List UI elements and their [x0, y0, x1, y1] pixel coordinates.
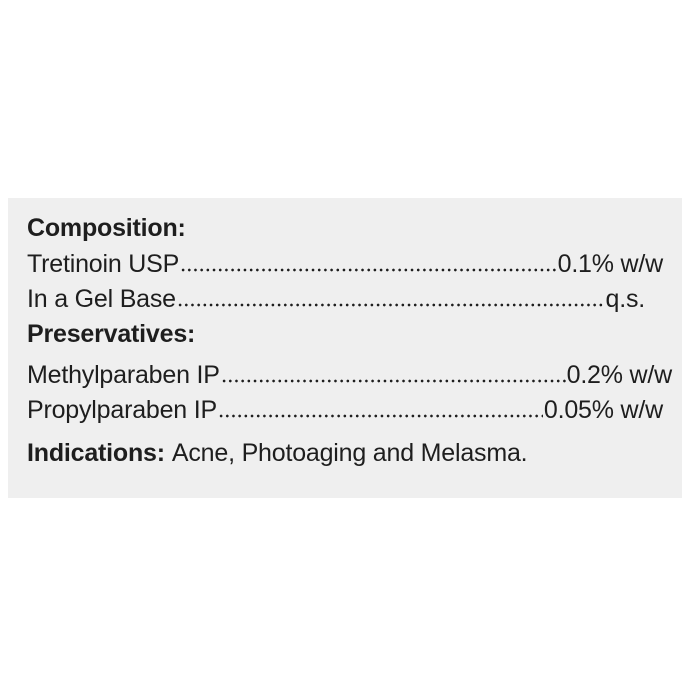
dot-leader	[176, 303, 605, 307]
ingredient-row: Tretinoin USP 0.1% w/w	[27, 250, 663, 279]
indications-text: Acne, Photoaging and Melasma.	[171, 439, 528, 467]
preservative-name: Methylparaben IP	[27, 361, 220, 389]
preservative-row: Propylparaben IP 0.05% w/w	[27, 396, 663, 425]
dot-leader	[220, 379, 566, 383]
dot-leader	[217, 414, 543, 418]
indications-row: Indications: Acne, Photoaging and Melasm…	[27, 439, 528, 468]
preservative-amount: 0.2% w/w	[566, 361, 673, 389]
composition-label: Composition: Tretinoin USP 0.1% w/w In a…	[8, 198, 682, 498]
preservatives-heading: Preservatives:	[27, 320, 196, 348]
preservative-row: Methylparaben IP 0.2% w/w	[27, 361, 672, 390]
ingredient-amount: 0.1% w/w	[557, 250, 664, 278]
ingredient-name: In a Gel Base	[27, 285, 176, 313]
ingredient-amount: q.s.	[605, 285, 646, 313]
composition-heading: Composition:	[27, 214, 186, 242]
ingredient-name: Tretinoin USP	[27, 250, 180, 278]
preservative-name: Propylparaben IP	[27, 396, 217, 424]
dot-leader	[180, 268, 557, 272]
ingredient-row: In a Gel Base q.s.	[27, 285, 645, 314]
indications-label: Indications:	[27, 439, 165, 467]
preservative-amount: 0.05% w/w	[543, 396, 663, 424]
